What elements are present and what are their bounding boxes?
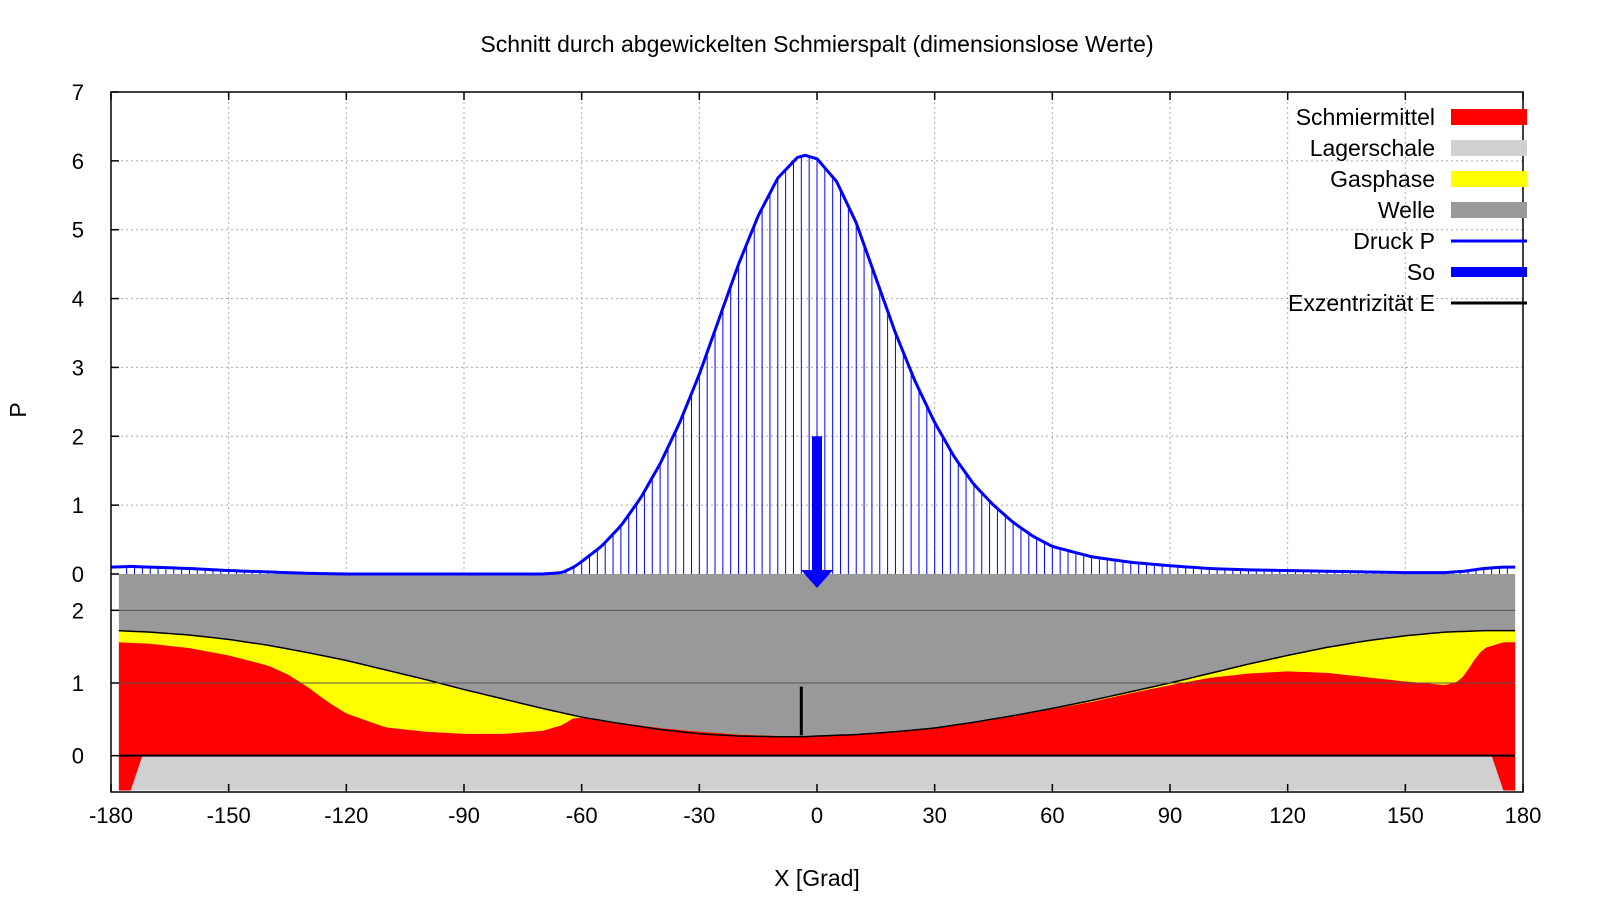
x-tick-label: 60 xyxy=(1040,803,1064,828)
x-tick-label: 30 xyxy=(922,803,946,828)
legend-swatch xyxy=(1451,109,1527,125)
y-tick-label: 5 xyxy=(72,218,84,243)
y-tick-label: 6 xyxy=(72,149,84,174)
x-tick-label: -60 xyxy=(566,803,598,828)
legend-label: Gasphase xyxy=(1330,166,1435,192)
welle-area xyxy=(118,574,1516,737)
lubricant-pocket-left xyxy=(118,755,143,791)
legend-swatch xyxy=(1451,202,1527,218)
markers xyxy=(799,436,833,736)
y-tick-label-gap: 2 xyxy=(72,598,84,623)
gap-areas xyxy=(118,574,1516,791)
y-tick-label: 4 xyxy=(72,287,84,312)
y-tick-label: 7 xyxy=(72,80,84,105)
x-tick-label: 90 xyxy=(1158,803,1182,828)
legend-label: So xyxy=(1407,259,1435,285)
legend-swatch xyxy=(1451,171,1527,187)
axes: -180 -150 -120 -90 -60 -30 0 30 60 90 120 150 180012… xyxy=(72,80,1542,828)
y-tick-label: 1 xyxy=(72,493,84,518)
x-axis-label: X [Grad] xyxy=(774,865,860,891)
x-tick-label: 150 xyxy=(1387,803,1424,828)
lubricant-pocket-right xyxy=(1491,755,1516,791)
legend-label: Schmiermittel xyxy=(1296,104,1435,130)
y-tick-label-gap: 1 xyxy=(72,671,84,696)
y-tick-label: 3 xyxy=(72,355,84,380)
y-tick-label: 2 xyxy=(72,424,84,449)
so-arrow-head xyxy=(801,570,833,588)
x-tick-label: 120 xyxy=(1269,803,1306,828)
x-tick-label: -30 xyxy=(683,803,715,828)
legend-label: Lagerschale xyxy=(1310,135,1435,161)
x-tick-label: 180 xyxy=(1505,803,1542,828)
schmiermittel-area xyxy=(118,642,1516,756)
chart-title: Schnitt durch abgewickelten Schmierspalt… xyxy=(480,31,1153,57)
legend-label: Exzentrizität E xyxy=(1288,290,1435,316)
y-tick-label-gap: 0 xyxy=(72,744,84,769)
legend-label: Welle xyxy=(1378,197,1435,223)
gasphase-area xyxy=(118,630,1516,737)
welle-contour-line xyxy=(118,629,1516,738)
so-arrow-shaft xyxy=(812,436,822,570)
y-tick-label: 0 xyxy=(72,562,84,587)
x-tick-label: -120 xyxy=(324,803,368,828)
x-tick-label: -90 xyxy=(448,803,480,828)
x-tick-label: -150 xyxy=(207,803,251,828)
legend: Schmiermittel Lagerschale Gasphase Welle Dru… xyxy=(1288,104,1527,316)
druck-curve xyxy=(110,153,1516,576)
legend-label: Druck P xyxy=(1353,228,1435,254)
x-tick-label: -180 xyxy=(89,803,133,828)
pressure-plot xyxy=(110,153,1516,576)
y-axis-label: P xyxy=(5,402,31,417)
legend-swatch xyxy=(1451,140,1527,156)
x-tick-label: 0 xyxy=(811,803,823,828)
